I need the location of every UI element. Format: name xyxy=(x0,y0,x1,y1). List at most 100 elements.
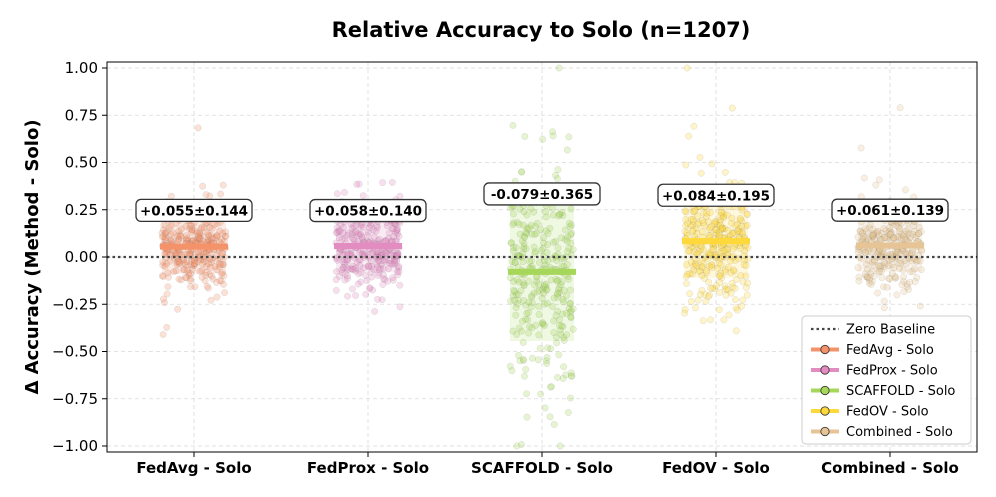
data-point xyxy=(219,261,227,269)
data-point xyxy=(716,279,724,286)
data-point xyxy=(905,230,913,238)
data-point xyxy=(163,290,171,298)
data-point xyxy=(559,298,567,306)
data-point xyxy=(371,307,379,315)
y-ticks: 1.00 0.75 0.50 0.25 0.00 −0.25 −0.50 −0.75 −1.00 xyxy=(52,59,107,455)
data-point xyxy=(384,277,392,285)
data-point xyxy=(717,269,725,277)
data-point xyxy=(348,234,356,242)
data-point xyxy=(688,270,696,278)
data-point xyxy=(737,245,745,252)
data-point xyxy=(204,235,212,243)
data-point xyxy=(173,249,181,257)
mean-std-label: +0.055±0.144 xyxy=(135,198,253,223)
data-point xyxy=(869,226,877,234)
data-point xyxy=(554,293,562,301)
data-point xyxy=(567,300,574,307)
data-point xyxy=(546,383,554,391)
data-point xyxy=(542,357,550,365)
data-point xyxy=(366,224,374,232)
data-point xyxy=(890,234,898,242)
data-point xyxy=(554,166,562,174)
data-point xyxy=(725,311,733,319)
data-point xyxy=(356,230,364,238)
data-point xyxy=(165,224,173,231)
data-point xyxy=(704,254,712,262)
legend-entry: FedAvg - Solo xyxy=(811,343,934,358)
data-point xyxy=(685,247,693,255)
data-point xyxy=(739,278,747,286)
data-point xyxy=(508,258,516,266)
data-point xyxy=(708,222,716,230)
data-point xyxy=(868,232,876,240)
data-point xyxy=(741,247,749,255)
data-point xyxy=(203,228,211,236)
data-point xyxy=(871,256,878,264)
data-point xyxy=(396,281,404,289)
data-point xyxy=(554,276,562,284)
data-point xyxy=(872,229,880,237)
data-point xyxy=(738,228,746,235)
data-point xyxy=(549,211,557,219)
data-point xyxy=(708,160,716,168)
data-point xyxy=(567,307,575,315)
chart-title: Relative Accuracy to Solo (n=1207) xyxy=(332,18,751,42)
data-point xyxy=(363,277,371,284)
data-point xyxy=(559,375,567,382)
annotation-text: +0.084±0.195 xyxy=(662,188,770,204)
data-point xyxy=(377,261,385,269)
data-point xyxy=(689,217,697,225)
x-tick-label: FedAvg - Solo xyxy=(136,459,251,477)
data-point xyxy=(535,310,543,318)
data-point xyxy=(203,282,211,290)
data-point xyxy=(556,316,564,324)
data-point xyxy=(563,260,571,268)
series-fedov-solo: +0.084±0.195 xyxy=(657,64,775,335)
data-point xyxy=(691,304,699,312)
data-point xyxy=(543,299,551,307)
data-point xyxy=(540,257,548,265)
data-point xyxy=(713,221,721,229)
data-point xyxy=(699,259,707,267)
data-point xyxy=(715,229,723,237)
data-point xyxy=(511,296,518,304)
y-tick-label: 0.25 xyxy=(65,201,98,219)
data-point xyxy=(201,257,209,265)
data-point xyxy=(512,291,520,299)
data-point xyxy=(187,261,195,269)
data-point xyxy=(542,213,550,221)
data-point xyxy=(723,246,731,254)
data-point xyxy=(543,353,551,361)
data-point xyxy=(887,230,895,238)
annotation-box xyxy=(135,198,253,223)
data-point xyxy=(352,264,360,272)
data-point xyxy=(332,287,340,294)
data-point xyxy=(167,236,175,244)
data-point xyxy=(520,282,528,289)
data-point xyxy=(895,264,903,272)
data-point xyxy=(683,280,690,287)
data-point xyxy=(897,259,905,267)
x-tick-label: Combined - Solo xyxy=(821,459,959,477)
data-point xyxy=(544,240,552,248)
data-point xyxy=(175,227,183,235)
data-point xyxy=(163,260,170,268)
data-point xyxy=(510,210,517,218)
data-point xyxy=(333,190,341,198)
data-point xyxy=(515,278,523,286)
data-point xyxy=(867,248,875,256)
data-point xyxy=(546,413,554,421)
annotation-text: +0.055±0.144 xyxy=(140,203,248,219)
data-point xyxy=(714,264,722,272)
data-point xyxy=(683,261,691,269)
data-point xyxy=(721,282,729,290)
data-point xyxy=(716,272,724,280)
data-point xyxy=(182,236,190,244)
data-point xyxy=(566,299,574,307)
data-point xyxy=(728,279,736,287)
data-point xyxy=(691,206,699,214)
data-point xyxy=(364,262,372,270)
data-point xyxy=(526,257,533,265)
data-point xyxy=(716,248,724,256)
data-point xyxy=(350,265,358,273)
